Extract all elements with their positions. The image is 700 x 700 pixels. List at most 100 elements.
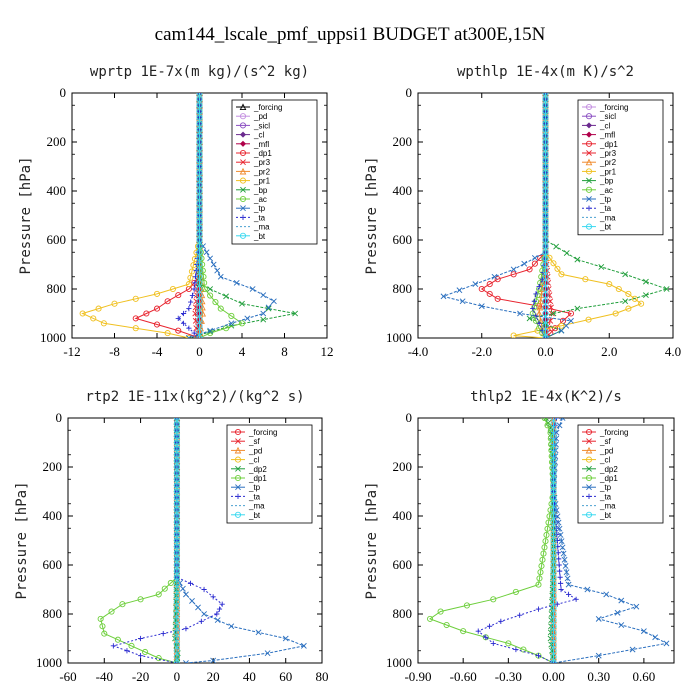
legend-label: _cl	[599, 456, 610, 465]
data-point	[550, 537, 557, 544]
data-point	[556, 525, 563, 532]
data-point	[550, 604, 557, 611]
data-point	[196, 126, 203, 133]
data-point	[557, 580, 564, 586]
data-point	[543, 418, 549, 421]
data-point	[173, 611, 179, 617]
data-point	[563, 250, 570, 256]
series-line	[111, 418, 223, 663]
legend-label: _tp	[599, 195, 612, 204]
data-point	[510, 266, 517, 273]
data-point	[270, 298, 277, 305]
data-point	[530, 306, 536, 312]
legend-label: _tp	[599, 483, 612, 492]
data-point	[542, 310, 549, 317]
data-point	[196, 138, 203, 146]
data-point	[101, 630, 108, 637]
legend-label: _pd	[253, 112, 267, 121]
data-point	[143, 310, 150, 317]
legend-marker	[585, 511, 593, 518]
y-axis-label: Pressure [hPa]	[18, 156, 34, 274]
data-point	[557, 532, 564, 538]
data-point	[223, 293, 229, 300]
legend-label: _pd	[599, 446, 613, 455]
data-point	[173, 418, 180, 422]
data-point	[542, 249, 549, 256]
data-point	[173, 488, 180, 495]
data-point	[546, 513, 553, 520]
y-tick-label: 200	[393, 134, 413, 149]
data-point	[563, 569, 570, 576]
legend: _forcing_sicl_cl_mfl_dp1_pr3_pr2_pr1_bp_…	[577, 99, 664, 236]
data-point	[173, 525, 180, 532]
data-point	[198, 618, 204, 624]
data-point	[100, 320, 107, 327]
legend-label: _pr3	[253, 158, 271, 167]
data-point	[456, 287, 463, 294]
data-point	[212, 299, 219, 306]
data-point	[478, 285, 485, 293]
data-point	[196, 304, 203, 311]
legend-marker	[239, 113, 247, 120]
data-point	[550, 427, 557, 434]
data-point	[173, 604, 180, 611]
legend-marker	[585, 168, 593, 175]
data-point	[542, 224, 549, 231]
data-point	[533, 291, 539, 297]
x-tick-label: -0.60	[450, 669, 477, 684]
data-point	[542, 194, 549, 201]
panel-1: wprtp 1E-7x(m kg)/(s^2 kg) Pressure [hPa]…	[18, 64, 334, 359]
data-point	[196, 96, 203, 103]
data-point	[196, 132, 203, 139]
legend-marker	[239, 149, 247, 157]
series-ta	[475, 418, 579, 663]
data-point	[550, 543, 557, 550]
data-point	[196, 261, 203, 268]
data-point	[463, 602, 470, 609]
data-point	[490, 596, 497, 603]
data-point	[187, 274, 194, 281]
data-point	[198, 317, 205, 324]
data-point	[179, 585, 186, 592]
data-point	[555, 519, 562, 526]
data-point	[173, 482, 180, 489]
data-point	[173, 494, 180, 501]
legend-label: _forcing	[253, 103, 282, 112]
data-point	[196, 163, 203, 170]
data-point	[542, 212, 549, 219]
series-line	[81, 93, 200, 338]
data-point	[663, 286, 670, 292]
legend-label: _dp1	[599, 140, 618, 149]
data-point	[550, 519, 557, 526]
y-tick-label: 1000	[36, 655, 62, 670]
data-point	[562, 563, 569, 569]
data-point	[193, 298, 200, 305]
legend-marker	[239, 140, 247, 147]
legend-marker	[239, 195, 247, 203]
legend-marker	[239, 232, 247, 239]
data-point	[625, 305, 632, 312]
data-point	[196, 243, 203, 250]
data-point	[517, 612, 523, 618]
data-point	[612, 310, 619, 317]
data-point	[510, 332, 517, 338]
legend-marker	[585, 131, 593, 138]
data-point	[542, 138, 549, 146]
plot-frame	[67, 417, 323, 664]
data-point	[550, 482, 557, 489]
data-point	[196, 181, 203, 188]
data-point	[164, 330, 171, 337]
data-point	[629, 646, 636, 653]
y-tick-label: 800	[393, 281, 413, 296]
data-point	[542, 108, 549, 115]
data-point	[196, 230, 203, 237]
data-point	[173, 574, 180, 581]
panel-title: thlp2 1E-4x(K^2)/s	[470, 389, 622, 405]
data-point	[539, 267, 546, 274]
data-point	[498, 618, 504, 624]
x-tick-label: 4	[239, 344, 246, 359]
data-point	[426, 615, 434, 622]
data-point	[548, 304, 554, 311]
data-point	[542, 120, 549, 127]
data-point	[460, 628, 467, 635]
